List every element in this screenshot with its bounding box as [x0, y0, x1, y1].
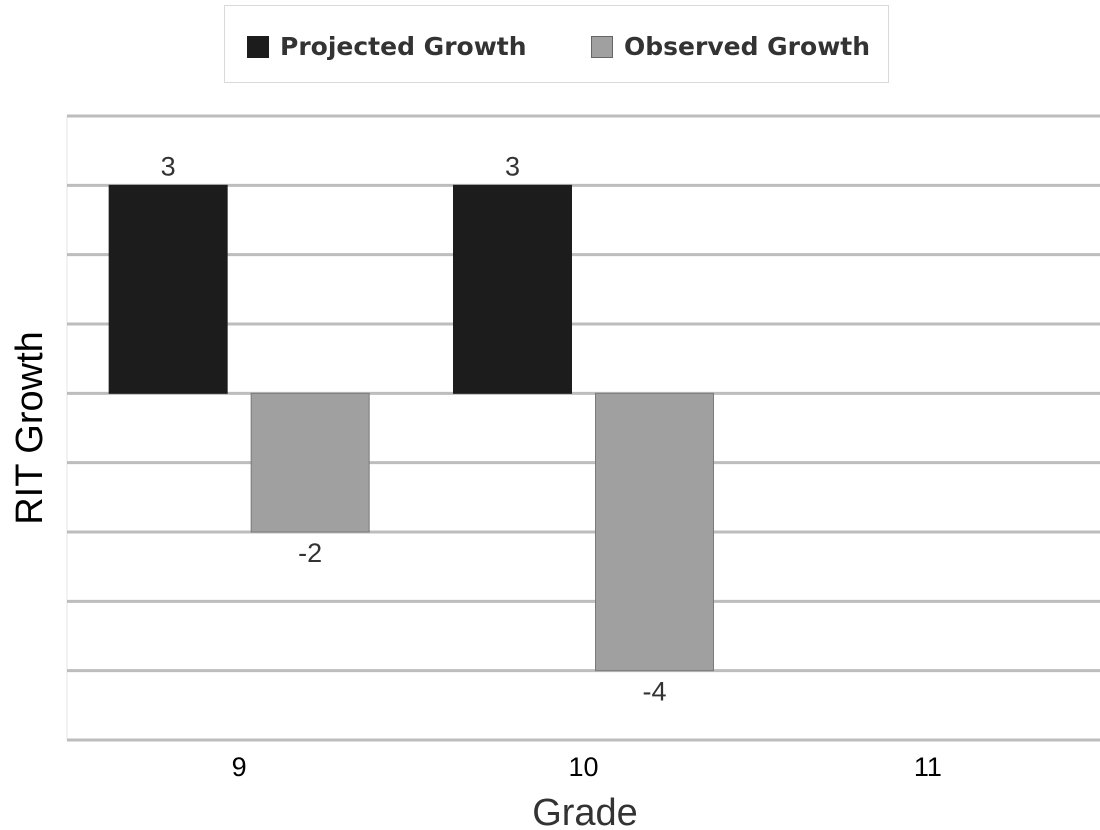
bars — [108, 184, 714, 672]
gridlines — [66, 114, 1100, 742]
y-axis-title: RIT Growth — [9, 331, 51, 525]
data-label-projected-growth-grade-10: 3 — [505, 151, 520, 181]
data-label-observed-growth-grade-10: -4 — [642, 677, 666, 707]
x-axis-title: Grade — [532, 792, 638, 830]
x-tick-labels: 9 10 11 — [232, 752, 942, 782]
bar-projected-growth-grade-10 — [453, 184, 572, 394]
data-label-observed-growth-grade-9: -2 — [298, 538, 322, 568]
bar-projected-growth-grade-9 — [108, 184, 228, 394]
legend-swatch-observed-growth — [591, 35, 613, 58]
legend-item-projected-growth: Projected Growth — [247, 32, 527, 61]
legend-label-projected-growth: Projected Growth — [280, 32, 527, 61]
data-labels: 3 -2 3 -4 — [161, 151, 667, 706]
x-tick-label-9: 9 — [232, 752, 247, 782]
legend-item-observed-growth: Observed Growth — [591, 32, 870, 61]
bar-observed-growth-grade-9 — [250, 392, 370, 533]
x-tick-label-10: 10 — [568, 752, 598, 782]
data-label-projected-growth-grade-9: 3 — [161, 151, 176, 181]
bar-observed-growth-grade-10 — [595, 392, 714, 672]
x-tick-label-11: 11 — [914, 752, 942, 782]
legend-label-observed-growth: Observed Growth — [624, 32, 871, 61]
legend: Projected Growth Observed Growth — [224, 5, 889, 83]
legend-swatch-projected-growth — [247, 35, 269, 58]
